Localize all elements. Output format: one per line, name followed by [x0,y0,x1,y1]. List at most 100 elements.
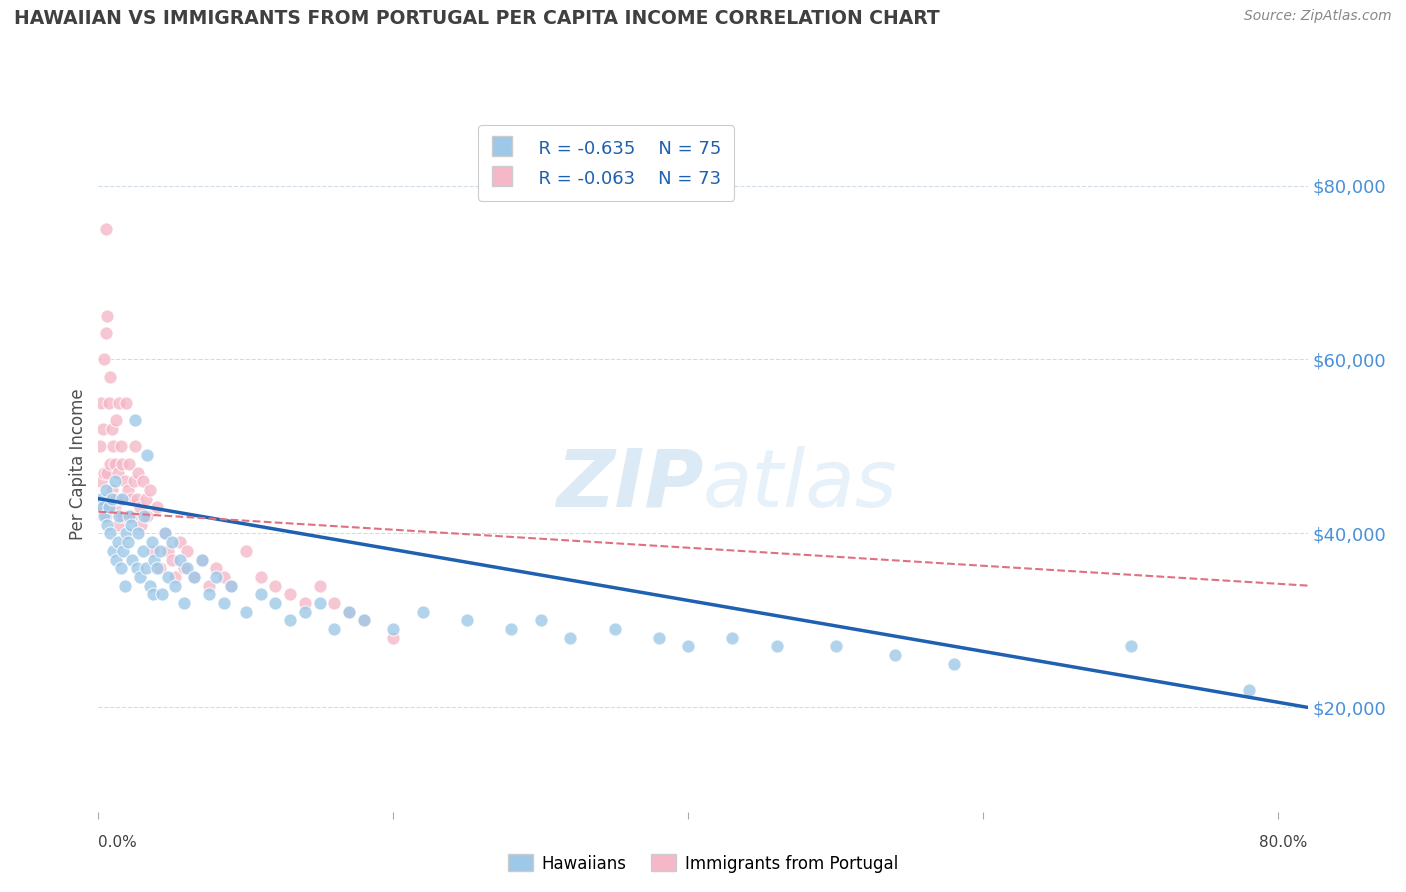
Point [110,561,132,575]
Point [125,491,148,506]
Point [121,508,143,523]
Point [308,579,330,593]
Point [264,596,287,610]
Point [603,622,626,636]
Point [93,508,115,523]
Point [111,457,134,471]
Point [96,517,118,532]
Point [264,579,287,593]
Point [136,508,159,523]
Point [94,222,117,236]
Point [104,457,127,471]
Point [212,570,235,584]
Point [131,475,153,489]
Point [100,422,122,436]
Point [308,596,330,610]
Point [249,587,271,601]
Point [97,396,120,410]
Text: Source: ZipAtlas.com: Source: ZipAtlas.com [1244,9,1392,23]
Point [105,552,128,566]
Point [139,483,162,497]
Point [219,579,242,593]
Point [127,466,149,480]
Point [337,605,360,619]
Point [96,466,118,480]
Point [108,396,131,410]
Point [115,396,138,410]
Point [530,614,553,628]
Point [136,448,159,462]
Point [127,526,149,541]
Point [294,596,316,610]
Point [135,491,157,506]
Point [156,570,179,584]
Legend: Hawaiians, Immigrants from Portugal: Hawaiians, Immigrants from Portugal [502,847,904,880]
Point [212,596,235,610]
Point [90,491,112,506]
Point [337,605,360,619]
Point [173,561,195,575]
Text: 0.0%: 0.0% [98,836,138,850]
Point [1237,683,1260,698]
Point [134,508,156,523]
Point [108,508,131,523]
Point [98,457,121,471]
Point [149,561,172,575]
Point [122,475,145,489]
Legend:   R = -0.635    N = 75,   R = -0.063    N = 73: R = -0.635 N = 75, R = -0.063 N = 73 [478,125,734,201]
Point [101,491,124,506]
Point [112,543,135,558]
Point [235,543,257,558]
Point [97,500,120,515]
Point [278,614,301,628]
Point [183,570,205,584]
Point [190,552,212,566]
Point [118,457,141,471]
Point [129,517,152,532]
Point [110,440,132,454]
Point [110,491,132,506]
Point [104,475,127,489]
Point [139,579,162,593]
Point [143,552,166,566]
Point [90,475,112,489]
Point [90,396,112,410]
Point [198,587,221,601]
Point [125,561,148,575]
Point [142,543,165,558]
Point [721,631,744,645]
Point [118,508,141,523]
Point [91,422,114,436]
Point [249,570,271,584]
Point [883,648,905,662]
Point [353,614,375,628]
Point [104,500,127,515]
Point [98,369,121,384]
Point [160,535,183,549]
Point [294,605,316,619]
Point [678,640,700,654]
Point [141,535,163,549]
Point [114,475,136,489]
Point [153,526,176,541]
Point [382,631,405,645]
Point [198,579,221,593]
Point [101,543,124,558]
Point [135,561,157,575]
Point [124,413,146,427]
Point [412,605,434,619]
Point [94,483,117,497]
Point [169,552,191,566]
Point [824,640,846,654]
Point [94,508,117,523]
Point [128,500,150,515]
Point [117,535,139,549]
Point [648,631,671,645]
Point [765,640,787,654]
Point [89,440,111,454]
Point [97,491,120,506]
Point [183,570,205,584]
Point [121,552,143,566]
Point [120,517,142,532]
Point [114,579,136,593]
